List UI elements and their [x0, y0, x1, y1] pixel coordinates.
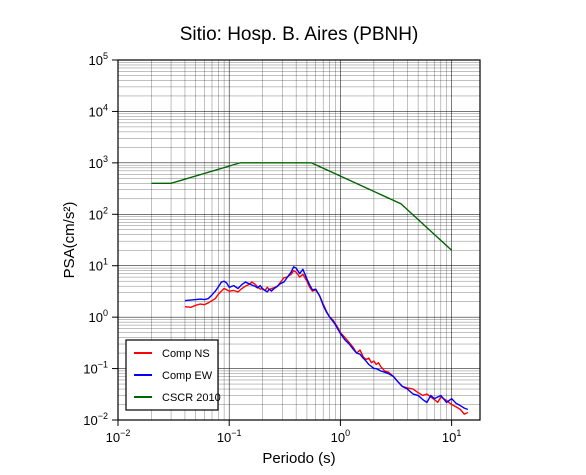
x-tick-label: 10−1: [217, 428, 242, 445]
x-axis-label: Periodo (s): [262, 450, 335, 467]
y-tick-label: 10−1: [83, 360, 108, 377]
legend-label-ew: Comp EW: [162, 370, 213, 382]
series-layer: [151, 162, 469, 415]
y-tick-label: 102: [89, 205, 108, 222]
y-tick-label: 100: [89, 308, 108, 325]
x-tick-label: 101: [442, 428, 461, 445]
series-line-comp-ew: [184, 266, 469, 411]
x-tick-label: 100: [331, 428, 350, 445]
grid: [117, 59, 480, 421]
legend: Comp NS Comp EW CSCR 2010: [125, 339, 221, 411]
y-tick-labels: 10−2 10−1 100 101 102 103 104 105: [83, 51, 108, 428]
y-tick-label: 103: [89, 154, 108, 171]
legend-label-cscr: CSCR 2010: [162, 392, 221, 404]
x-tick-labels: 10−2 10−1 100 101: [106, 428, 462, 445]
plot-frame: [117, 59, 481, 421]
y-tick-label: 101: [89, 257, 108, 274]
x-tick-label: 10−2: [106, 428, 131, 445]
y-tick-label: 104: [89, 102, 108, 119]
y-tick-label: 105: [89, 51, 108, 68]
chart-title: Sitio: Hosp. B. Aires (PBNH): [180, 24, 419, 45]
series-line-cscr-2010: [151, 162, 453, 251]
series-line-comp-ns: [184, 270, 469, 415]
ticks: [112, 59, 453, 426]
y-axis-label: PSA(cm/s²): [61, 202, 78, 279]
y-tick-label: 10−2: [83, 411, 108, 428]
legend-label-ns: Comp NS: [162, 348, 210, 360]
